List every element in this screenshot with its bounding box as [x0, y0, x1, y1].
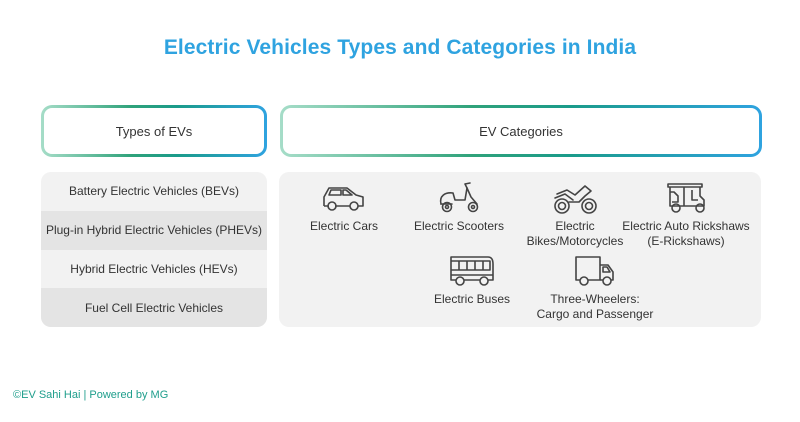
- categories-panel: Electric Cars Electric Scooters: [279, 172, 761, 327]
- type-item: Hybrid Electric Vehicles (HEVs): [70, 261, 238, 276]
- category-electric-bikes: Electric Bikes/Motorcycles: [515, 182, 635, 249]
- category-electric-buses: Electric Buses: [412, 254, 532, 307]
- category-label: Electric Cars: [309, 219, 378, 233]
- footer-credit: ©EV Sahi Hai | Powered by MG: [13, 389, 169, 401]
- category-electric-scooters: Electric Scooters: [399, 180, 519, 234]
- types-panel: Battery Electric Vehicles (BEVs) Plug-in…: [41, 172, 267, 327]
- types-header-label: Types of EVs: [44, 108, 264, 154]
- types-header: Types of EVs: [41, 105, 267, 157]
- category-label: Electric Buses: [433, 292, 511, 306]
- motorcycle-icon: [554, 185, 597, 214]
- rickshaw-icon: [667, 183, 705, 213]
- type-item: Fuel Cell Electric Vehicles: [41, 288, 267, 327]
- type-item: Plug-in Hybrid Electric Vehicles (PHEVs): [41, 210, 267, 250]
- category-three-wheelers: Three-Wheelers: Cargo and Passenger: [533, 254, 657, 322]
- page-title: Electric Vehicles Types and Categories i…: [163, 36, 637, 59]
- category-label: Electric Auto Rickshaws (E-Rickshaws): [622, 219, 750, 248]
- category-label: Three-Wheelers: Cargo and Passenger: [536, 292, 654, 321]
- category-label: Electric Bikes/Motorcycles: [526, 219, 624, 248]
- bus-icon: [450, 256, 494, 286]
- car-icon: [323, 187, 364, 211]
- scooter-icon: [439, 182, 479, 213]
- category-electric-rickshaws: Electric Auto Rickshaws (E-Rickshaws): [620, 182, 752, 249]
- categories-header-label: EV Categories: [283, 108, 759, 154]
- categories-header: EV Categories: [280, 105, 762, 157]
- category-electric-cars: Electric Cars: [284, 183, 404, 234]
- category-label: Electric Scooters: [413, 219, 505, 233]
- type-item: Battery Electric Vehicles (BEVs): [68, 184, 240, 199]
- truck-icon: [575, 256, 614, 286]
